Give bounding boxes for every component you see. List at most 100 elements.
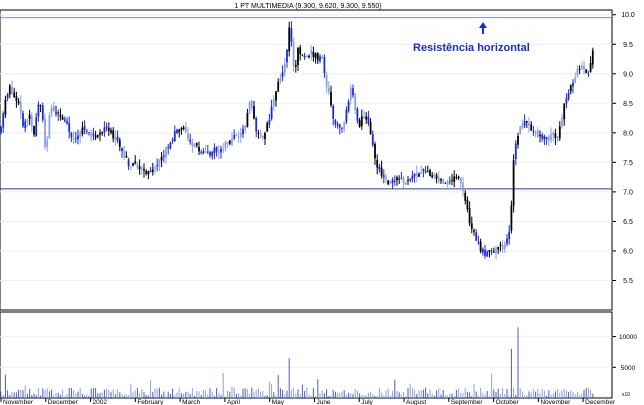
candle-body bbox=[576, 69, 579, 76]
candle-body bbox=[235, 133, 238, 136]
candle-body bbox=[561, 117, 563, 126]
volume-tick-label: 5000 bbox=[621, 365, 636, 372]
candle-body bbox=[125, 155, 128, 158]
candle-body bbox=[268, 120, 271, 125]
candle-body bbox=[589, 62, 592, 72]
candle-body bbox=[341, 127, 343, 129]
candle-body bbox=[336, 124, 339, 126]
price-tick-label: 6.0 bbox=[623, 248, 633, 255]
candle-body bbox=[407, 180, 409, 181]
candle-body bbox=[202, 151, 205, 154]
candle-body bbox=[264, 132, 266, 140]
candle-body bbox=[292, 41, 295, 66]
candle-body bbox=[409, 178, 412, 181]
candle-body bbox=[314, 53, 317, 59]
candle-body bbox=[347, 101, 350, 112]
candle-body bbox=[446, 181, 449, 185]
candle-body bbox=[528, 122, 530, 126]
candle-body bbox=[512, 160, 515, 206]
candle-body bbox=[433, 173, 436, 177]
candle-body bbox=[275, 91, 277, 101]
candle-body bbox=[237, 136, 240, 138]
candle-body bbox=[17, 101, 20, 104]
candle-body bbox=[387, 180, 390, 185]
candle-body bbox=[8, 85, 11, 95]
candle-body bbox=[429, 169, 431, 176]
candle-body bbox=[143, 168, 145, 171]
candle-body bbox=[79, 132, 82, 137]
candle-body bbox=[257, 132, 260, 134]
candle-body bbox=[261, 135, 264, 139]
x-tick-label: October bbox=[496, 399, 520, 405]
candle-body bbox=[503, 243, 506, 250]
candle-body bbox=[360, 116, 363, 126]
volume-bars bbox=[0, 327, 594, 398]
candle-body bbox=[508, 231, 511, 240]
candle-body bbox=[134, 161, 137, 164]
candle-body bbox=[77, 135, 79, 140]
candle-body bbox=[222, 149, 225, 150]
candle-body bbox=[354, 93, 357, 111]
price-axis: 10.0 9.5 9.0 8.5 8.0 7.5 7.0 6.5 6.0 5.5 bbox=[612, 12, 635, 285]
x-tick-label: November bbox=[3, 399, 34, 405]
candle-body bbox=[506, 238, 508, 244]
candle-body bbox=[191, 142, 194, 147]
candle-body bbox=[330, 91, 332, 106]
candle-body bbox=[389, 181, 392, 184]
volume-axis: 10000 5000 bbox=[612, 334, 637, 372]
candle-body bbox=[343, 122, 346, 130]
candle-body bbox=[294, 64, 297, 67]
candle-body bbox=[583, 65, 585, 70]
x-tick-label: June bbox=[316, 399, 330, 405]
candle-body bbox=[110, 130, 112, 133]
candle-body bbox=[239, 132, 242, 137]
candle-body bbox=[272, 99, 275, 106]
candle-body bbox=[33, 126, 35, 135]
candle-body bbox=[519, 126, 522, 135]
candle-body bbox=[283, 63, 286, 73]
candle-body bbox=[231, 138, 233, 146]
x-tick-label: September bbox=[451, 399, 484, 405]
candle-body bbox=[486, 251, 489, 257]
candle-body bbox=[400, 178, 403, 180]
candle-body bbox=[327, 87, 330, 92]
candle-body bbox=[118, 139, 121, 147]
candle-body bbox=[558, 126, 561, 138]
candle-body bbox=[13, 92, 16, 97]
candle-body bbox=[376, 159, 379, 168]
candle-body bbox=[46, 139, 49, 147]
candle-body bbox=[158, 159, 161, 167]
candle-body bbox=[413, 173, 416, 177]
candle-body bbox=[290, 28, 293, 42]
x-tick-label: August bbox=[406, 399, 426, 405]
candle-body bbox=[11, 87, 13, 94]
candle-body bbox=[189, 139, 192, 142]
candle-body bbox=[312, 51, 315, 57]
candle-body bbox=[464, 192, 467, 201]
candle-body bbox=[101, 132, 104, 134]
candle-body bbox=[532, 130, 535, 132]
candle-body bbox=[154, 166, 156, 169]
volume-unit-label: x10 bbox=[622, 392, 630, 398]
x-tick-label: March bbox=[182, 399, 200, 405]
candle-body bbox=[365, 116, 368, 120]
candle-body bbox=[66, 121, 68, 124]
candle-body bbox=[250, 100, 253, 108]
candle-body bbox=[90, 132, 93, 137]
candle-body bbox=[378, 166, 381, 170]
candle-body bbox=[114, 137, 117, 140]
candle-body bbox=[217, 151, 220, 153]
candle-body bbox=[462, 182, 464, 192]
candle-body bbox=[536, 130, 539, 138]
candle-body bbox=[323, 56, 326, 74]
candle-body bbox=[30, 116, 33, 127]
candle-body bbox=[374, 144, 376, 159]
candle-body bbox=[415, 172, 418, 177]
candle-body bbox=[204, 151, 207, 153]
candle-body bbox=[123, 150, 126, 158]
price-tick-label: 7.5 bbox=[623, 160, 633, 167]
candle-body bbox=[35, 117, 38, 137]
candle-body bbox=[321, 56, 324, 59]
candle-body bbox=[572, 82, 574, 87]
